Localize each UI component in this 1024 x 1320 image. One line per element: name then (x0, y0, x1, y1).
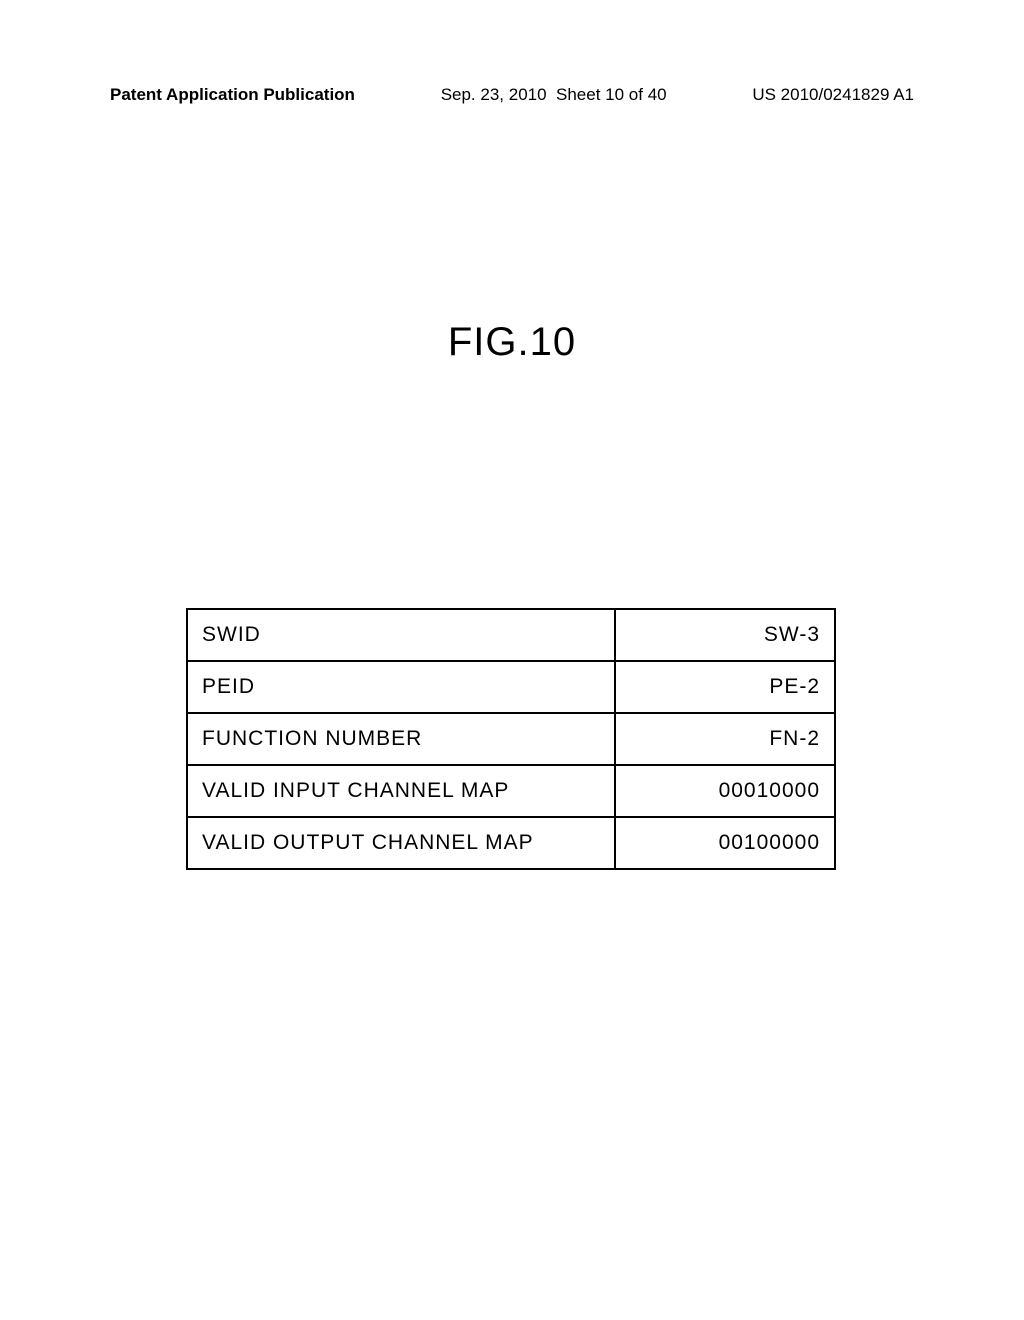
publication-type: Patent Application Publication (110, 85, 355, 105)
row-label: PEID (187, 661, 615, 713)
table-row: PEID PE-2 (187, 661, 835, 713)
figure-title: FIG.10 (0, 320, 1024, 365)
row-value: 00010000 (615, 765, 835, 817)
page-header: Patent Application Publication Sep. 23, … (110, 85, 914, 105)
row-value: PE-2 (615, 661, 835, 713)
table-row: SWID SW-3 (187, 609, 835, 661)
row-label: SWID (187, 609, 615, 661)
channel-map-table: SWID SW-3 PEID PE-2 FUNCTION NUMBER FN-2… (186, 608, 836, 870)
publication-date-sheet: Sep. 23, 2010 Sheet 10 of 40 (441, 85, 667, 105)
row-value: 00100000 (615, 817, 835, 869)
table-row: FUNCTION NUMBER FN-2 (187, 713, 835, 765)
row-label: VALID INPUT CHANNEL MAP (187, 765, 615, 817)
row-value: SW-3 (615, 609, 835, 661)
publication-number: US 2010/0241829 A1 (752, 85, 914, 105)
row-label: VALID OUTPUT CHANNEL MAP (187, 817, 615, 869)
table-row: VALID OUTPUT CHANNEL MAP 00100000 (187, 817, 835, 869)
sheet-info: Sheet 10 of 40 (556, 85, 667, 104)
row-value: FN-2 (615, 713, 835, 765)
table-row: VALID INPUT CHANNEL MAP 00010000 (187, 765, 835, 817)
publication-date: Sep. 23, 2010 (441, 85, 547, 104)
row-label: FUNCTION NUMBER (187, 713, 615, 765)
